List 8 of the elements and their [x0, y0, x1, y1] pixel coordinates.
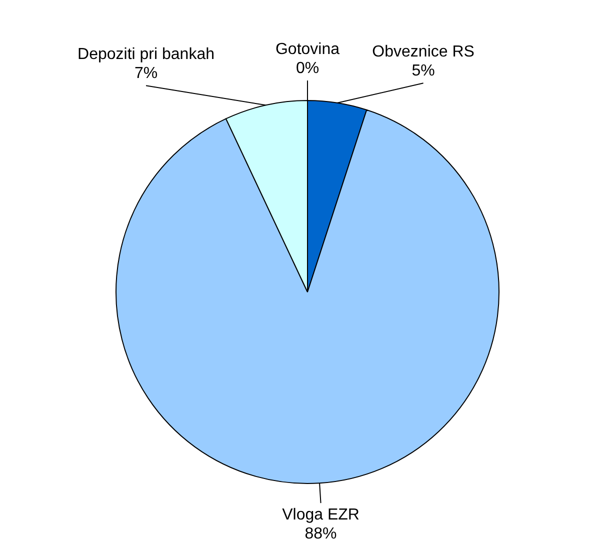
slice-label: Vloga EZR [282, 506, 360, 524]
text: 0% [296, 60, 320, 77]
data-label: 7% [134, 65, 158, 82]
data-label: 5% [412, 62, 435, 80]
slice-label: Obveznice RS [372, 44, 474, 61]
data-label: 88% [304, 525, 337, 542]
slice-label: Depoziti pri bankah [78, 46, 215, 63]
category-label: Gotovina [275, 40, 340, 58]
